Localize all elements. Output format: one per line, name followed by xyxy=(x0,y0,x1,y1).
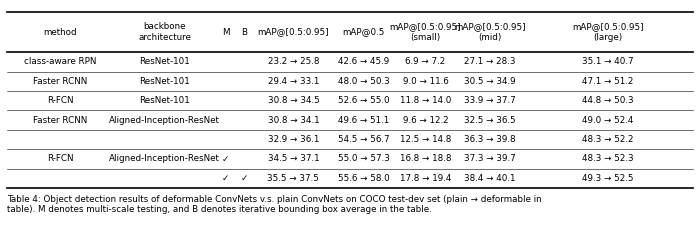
Text: 44.8 → 50.3: 44.8 → 50.3 xyxy=(582,96,634,105)
Text: 9.6 → 12.2: 9.6 → 12.2 xyxy=(402,116,448,125)
Text: 30.8 → 34.5: 30.8 → 34.5 xyxy=(267,96,319,105)
Text: 54.5 → 56.7: 54.5 → 56.7 xyxy=(338,135,389,144)
Text: 48.0 → 50.3: 48.0 → 50.3 xyxy=(338,77,390,86)
Text: mAP@[0.5:0.95]
(large): mAP@[0.5:0.95] (large) xyxy=(572,22,644,42)
Text: 33.9 → 37.7: 33.9 → 37.7 xyxy=(463,96,515,105)
Text: 6.9 → 7.2: 6.9 → 7.2 xyxy=(405,58,446,67)
Text: ResNet-101: ResNet-101 xyxy=(139,58,190,67)
Text: Aligned-Inception-ResNet: Aligned-Inception-ResNet xyxy=(109,116,220,125)
Text: mAP@[0.5:0.95]
(mid): mAP@[0.5:0.95] (mid) xyxy=(454,22,526,42)
Text: B: B xyxy=(241,27,247,36)
Text: 55.6 → 58.0: 55.6 → 58.0 xyxy=(338,174,390,183)
Text: 48.3 → 52.2: 48.3 → 52.2 xyxy=(582,135,634,144)
Text: 12.5 → 14.8: 12.5 → 14.8 xyxy=(400,135,451,144)
Text: 35.1 → 40.7: 35.1 → 40.7 xyxy=(582,58,634,67)
Text: R-FCN: R-FCN xyxy=(47,96,74,105)
Text: 30.5 → 34.9: 30.5 → 34.9 xyxy=(464,77,515,86)
Text: Aligned-Inception-ResNet: Aligned-Inception-ResNet xyxy=(109,154,220,163)
Text: 17.8 → 19.4: 17.8 → 19.4 xyxy=(400,174,451,183)
Text: 30.8 → 34.1: 30.8 → 34.1 xyxy=(267,116,319,125)
Text: Table 4: Object detection results of deformable ConvNets v.s. plain ConvNets on : Table 4: Object detection results of def… xyxy=(7,195,542,215)
Text: 23.2 → 25.8: 23.2 → 25.8 xyxy=(267,58,319,67)
Text: 16.8 → 18.8: 16.8 → 18.8 xyxy=(400,154,452,163)
Text: 27.1 → 28.3: 27.1 → 28.3 xyxy=(464,58,515,67)
Text: 49.0 → 52.4: 49.0 → 52.4 xyxy=(582,116,634,125)
Text: mAP@0.5: mAP@0.5 xyxy=(342,27,385,36)
Text: method: method xyxy=(43,27,77,36)
Text: Faster RCNN: Faster RCNN xyxy=(33,77,88,86)
Text: Faster RCNN: Faster RCNN xyxy=(33,116,88,125)
Text: 32.9 → 36.1: 32.9 → 36.1 xyxy=(267,135,319,144)
Text: 36.3 → 39.8: 36.3 → 39.8 xyxy=(464,135,515,144)
Text: 47.1 → 51.2: 47.1 → 51.2 xyxy=(582,77,634,86)
Text: 37.3 → 39.7: 37.3 → 39.7 xyxy=(463,154,515,163)
Text: 49.6 → 51.1: 49.6 → 51.1 xyxy=(338,116,389,125)
Text: 38.4 → 40.1: 38.4 → 40.1 xyxy=(464,174,515,183)
Text: 9.0 → 11.6: 9.0 → 11.6 xyxy=(402,77,448,86)
Text: 52.6 → 55.0: 52.6 → 55.0 xyxy=(338,96,389,105)
Text: 55.0 → 57.3: 55.0 → 57.3 xyxy=(338,154,390,163)
Text: 42.6 → 45.9: 42.6 → 45.9 xyxy=(338,58,389,67)
Text: 35.5 → 37.5: 35.5 → 37.5 xyxy=(267,174,319,183)
Text: 49.3 → 52.5: 49.3 → 52.5 xyxy=(582,174,634,183)
Text: 32.5 → 36.5: 32.5 → 36.5 xyxy=(464,116,515,125)
Text: R-FCN: R-FCN xyxy=(47,154,74,163)
Text: ✓: ✓ xyxy=(222,174,229,183)
Text: 34.5 → 37.1: 34.5 → 37.1 xyxy=(267,154,319,163)
Text: ResNet-101: ResNet-101 xyxy=(139,96,190,105)
Text: 29.4 → 33.1: 29.4 → 33.1 xyxy=(267,77,319,86)
Text: mAP@[0.5:0.95]: mAP@[0.5:0.95] xyxy=(258,27,329,36)
Text: 48.3 → 52.3: 48.3 → 52.3 xyxy=(582,154,634,163)
Text: mAP@[0.5:0.95]
(small): mAP@[0.5:0.95] (small) xyxy=(390,22,461,42)
Text: ✓: ✓ xyxy=(222,154,229,163)
Text: backbone
architecture: backbone architecture xyxy=(139,22,191,42)
Text: ResNet-101: ResNet-101 xyxy=(139,77,190,86)
Text: M: M xyxy=(222,27,229,36)
Text: 11.8 → 14.0: 11.8 → 14.0 xyxy=(400,96,451,105)
Text: ✓: ✓ xyxy=(241,174,248,183)
Text: class-aware RPN: class-aware RPN xyxy=(24,58,97,67)
